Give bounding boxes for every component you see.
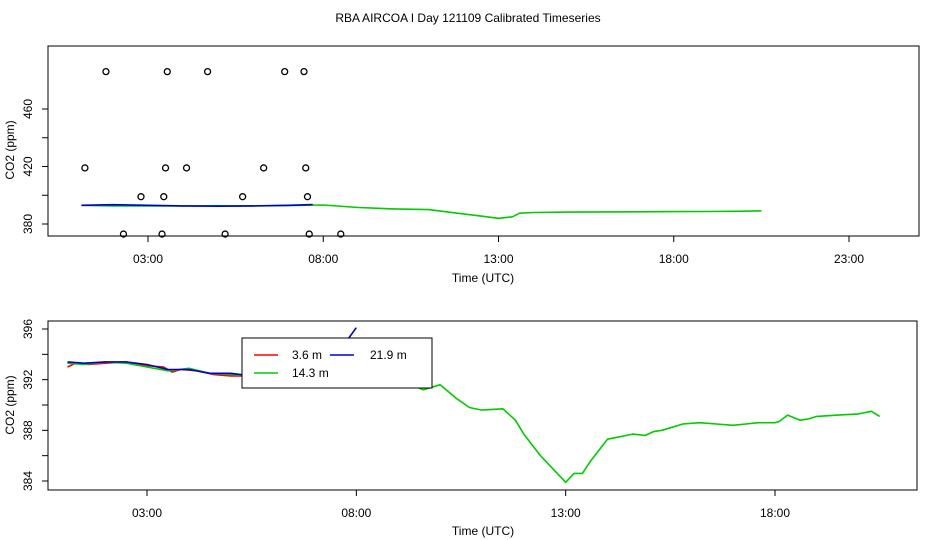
y-tick-label: 380 (21, 214, 35, 234)
data-point (203, 67, 212, 76)
legend-label-14-3m: 14.3 m (292, 366, 329, 380)
data-point (221, 230, 229, 238)
data-point (182, 164, 191, 172)
y-tick-label: 396 (21, 319, 35, 339)
series-line-1 (81, 203, 313, 207)
data-point (160, 193, 168, 201)
x-tick-label: 03:00 (132, 506, 162, 520)
y-axis-bottom: 384 388 392 396 (21, 319, 48, 491)
y-axis-label-bottom: CO2 (ppm) (3, 375, 17, 434)
legend: 3.6 m 14.3 m 21.9 m (241, 337, 433, 389)
data-point (137, 193, 145, 201)
data-point (305, 230, 313, 238)
legend-box (241, 337, 433, 389)
panel-top: 380 420 460 03:00 08:00 13:00 18:00 23:00 Time… (3, 45, 920, 285)
data-point (260, 164, 268, 172)
data-point (102, 67, 110, 76)
y-axis-top: 380 420 460 (21, 99, 48, 234)
x-tick-label: 18:00 (760, 506, 790, 520)
x-tick-label: 13:00 (551, 506, 581, 520)
y-tick-label: 392 (21, 369, 35, 389)
plot-frame-bottom (47, 320, 918, 491)
plot-frame-top (47, 45, 920, 237)
x-tick-label: 03:00 (133, 252, 163, 266)
data-point (163, 67, 171, 76)
data-point (119, 230, 128, 238)
y-tick-label: 388 (21, 420, 35, 440)
series-line-14-3-m (67, 357, 881, 484)
x-tick-label: 08:00 (341, 506, 371, 520)
x-axis-label-top: Time (UTC) (452, 271, 514, 285)
panel-bottom: 384 388 392 396 03:00 08:00 13:00 18:00 Time (… (3, 319, 918, 538)
data-point (81, 164, 89, 172)
legend-label-21-9m: 21.9 m (370, 348, 407, 362)
x-axis-label-bottom: Time (UTC) (452, 524, 514, 538)
series-line-0 (81, 204, 762, 220)
page-title: RBA AIRCOA I Day 121109 Calibrated Times… (335, 11, 600, 25)
data-point (281, 67, 289, 76)
y-tick-label: 420 (21, 156, 35, 176)
data-point (238, 193, 247, 201)
x-tick-label: 08:00 (308, 252, 338, 266)
legend-label-3-6m: 3.6 m (292, 348, 322, 362)
plot-area-bottom (67, 327, 881, 484)
y-tick-label: 384 (21, 471, 35, 491)
x-axis-bottom: 03:00 08:00 13:00 18:00 (132, 490, 790, 520)
data-point (158, 230, 166, 238)
data-point (300, 67, 308, 76)
y-axis-label-top: CO2 (ppm) (3, 120, 17, 179)
data-point (161, 164, 170, 172)
y-tick-label: 460 (21, 99, 35, 119)
x-tick-label: 23:00 (834, 252, 864, 266)
data-point (337, 230, 345, 238)
x-tick-label: 13:00 (483, 252, 513, 266)
x-axis-top: 03:00 08:00 13:00 18:00 23:00 (133, 236, 864, 266)
data-point (302, 164, 310, 172)
plot-area-top (81, 67, 762, 238)
data-point (303, 193, 312, 201)
x-tick-label: 18:00 (659, 252, 689, 266)
